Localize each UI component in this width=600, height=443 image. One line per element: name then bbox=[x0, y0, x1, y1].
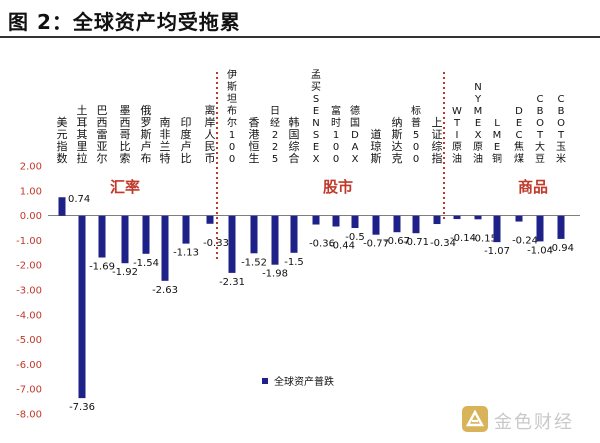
bar bbox=[412, 215, 420, 234]
category-label: 俄罗斯卢布 bbox=[141, 104, 152, 165]
bar-value-label: -0.24 bbox=[512, 236, 538, 247]
bar bbox=[351, 215, 359, 228]
category-label: 香港恒生 bbox=[249, 116, 260, 165]
bar bbox=[393, 215, 401, 233]
bar bbox=[250, 215, 258, 254]
bar bbox=[161, 215, 169, 281]
bar-value-label: -2.63 bbox=[152, 285, 178, 296]
bar-value-label: -0.34 bbox=[430, 238, 456, 249]
category-label: 富时 1 0 0 bbox=[331, 104, 341, 165]
category-label: 土耳其里拉 bbox=[77, 104, 88, 165]
bar-value-label: -2.31 bbox=[219, 277, 245, 288]
category-label: 巴西雷亚尔 bbox=[97, 104, 108, 165]
bar-value-label: -0.71 bbox=[403, 237, 429, 248]
bar-value-label: -1.5 bbox=[284, 257, 304, 268]
category-label: 道琼斯 bbox=[371, 127, 382, 165]
legend-swatch bbox=[262, 378, 268, 384]
category-label: 韩国综合 bbox=[289, 115, 300, 165]
bar bbox=[271, 215, 279, 265]
section-label: 商品 bbox=[518, 178, 548, 196]
bar-value-label: -1.07 bbox=[484, 246, 510, 257]
bar-value-label: -1.13 bbox=[173, 248, 199, 259]
bar bbox=[515, 215, 523, 222]
bar bbox=[372, 215, 380, 235]
header-rule bbox=[0, 36, 600, 38]
bar bbox=[536, 215, 544, 242]
category-label: 上证综指 bbox=[432, 116, 443, 165]
bar bbox=[206, 215, 214, 224]
bar bbox=[78, 215, 86, 399]
bar bbox=[182, 215, 190, 244]
legend-label: 全球资产普跌 bbox=[274, 375, 334, 388]
bar bbox=[433, 215, 441, 225]
bar-value-label: -0.33 bbox=[203, 238, 229, 249]
bar-value-label: -0.94 bbox=[548, 243, 574, 254]
bar bbox=[228, 215, 236, 273]
category-label: C B O T 玉米 bbox=[556, 94, 566, 165]
watermark-logo-icon bbox=[462, 406, 488, 432]
bar bbox=[312, 215, 320, 225]
bar-value-label: -1.69 bbox=[89, 262, 115, 273]
category-label: 印度卢比 bbox=[181, 116, 192, 165]
category-label: 伊斯坦布尔 1 0 0 bbox=[227, 69, 237, 165]
y-tick-label: -5.00 bbox=[16, 335, 42, 346]
category-label: 南非兰特 bbox=[160, 116, 171, 165]
section-label: 股市 bbox=[323, 178, 353, 196]
y-tick-label: -1.00 bbox=[16, 236, 42, 247]
watermark-text: 金色财经 bbox=[494, 412, 574, 433]
y-tick-label: 2.00 bbox=[20, 162, 42, 173]
y-tick-label: -7.00 bbox=[16, 385, 42, 396]
y-tick-label: 1.00 bbox=[20, 186, 42, 197]
bar-value-label: -0.67 bbox=[384, 236, 410, 247]
bar-value-label: -1.52 bbox=[241, 257, 267, 268]
category-label: 离岸人民币 bbox=[205, 103, 216, 165]
bar bbox=[290, 215, 298, 253]
bar-value-label: -0.15 bbox=[471, 233, 497, 244]
category-label: N Y M E X 原油 bbox=[473, 82, 483, 165]
bar-value-label: -1.54 bbox=[133, 258, 159, 269]
bar bbox=[58, 197, 66, 216]
figure-header: 图 2：全球资产均受拖累 bbox=[0, 0, 600, 40]
category-label: 日经 2 2 5 bbox=[270, 106, 280, 165]
watermark: 金色财经 bbox=[462, 404, 594, 434]
bar-value-label: -0.36 bbox=[309, 239, 335, 250]
category-label: 标普 5 0 0 bbox=[411, 105, 421, 165]
figure-title: 图 2：全球资产均受拖累 bbox=[8, 10, 241, 34]
y-tick-label: -4.00 bbox=[16, 310, 42, 321]
category-label: 纳斯达克 bbox=[392, 116, 403, 165]
bar bbox=[493, 215, 501, 243]
y-tick-label: -3.00 bbox=[16, 286, 42, 297]
y-tick-label: 0.00 bbox=[20, 211, 42, 222]
bar-value-label: -1.92 bbox=[112, 267, 138, 278]
bar-value-label: -0.5 bbox=[345, 232, 365, 243]
category-label: 孟买 S E N S E X bbox=[311, 69, 321, 165]
y-tick-label: -8.00 bbox=[16, 410, 42, 421]
bar bbox=[453, 215, 461, 220]
bar bbox=[142, 215, 150, 254]
bar bbox=[98, 215, 106, 258]
bar-value-label: -1.04 bbox=[527, 245, 553, 256]
bar-value-label: -0.14 bbox=[450, 233, 476, 244]
bar-value-label: -0.77 bbox=[363, 239, 389, 250]
category-label: 德国 D A X bbox=[350, 104, 360, 165]
bar bbox=[332, 215, 340, 227]
category-label: W T I 原油 bbox=[452, 106, 462, 165]
category-label: 墨西哥比索 bbox=[120, 104, 131, 165]
y-tick-label: -6.00 bbox=[16, 360, 42, 371]
bar bbox=[474, 215, 482, 220]
category-label: 美元指数 bbox=[57, 116, 68, 165]
category-label: C B O T 大豆 bbox=[535, 94, 545, 165]
y-tick-label: -2.00 bbox=[16, 261, 42, 272]
bar-value-label: -0.44 bbox=[329, 241, 355, 252]
bar-value-label: -1.98 bbox=[262, 269, 288, 280]
bar bbox=[557, 215, 565, 239]
section-label: 汇率 bbox=[110, 178, 140, 196]
bar-value-label: -7.36 bbox=[69, 402, 95, 413]
bar-value-label: 0.74 bbox=[68, 194, 90, 205]
category-label: D E C 焦煤 bbox=[514, 106, 524, 165]
bar bbox=[121, 215, 129, 264]
